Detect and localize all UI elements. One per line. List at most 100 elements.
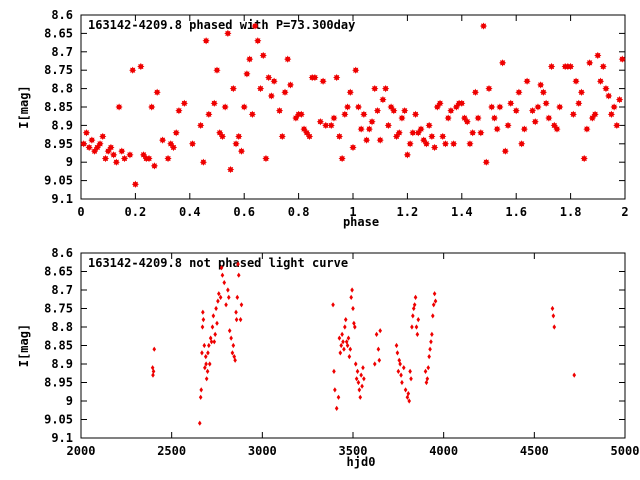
data-point [256, 85, 265, 93]
data-point [394, 342, 399, 349]
x-tick-label: 2000 [67, 444, 96, 458]
data-point [151, 372, 155, 378]
unphased-light-curve-chart: 8.6 8.65 8.7 8.75 8.8 8.85 8.9 8.95 9 9.05 9.12000… [17, 246, 639, 469]
data-point [368, 118, 376, 126]
data-point [523, 77, 531, 85]
data-point [490, 114, 499, 122]
data-point [233, 357, 237, 363]
data-point [447, 107, 455, 115]
data-point [415, 331, 420, 337]
data-point [229, 335, 233, 341]
phased-light-curve-chart: 8.6 8.65 8.7 8.75 8.8 8.85 8.9 8.95 9 9.05 9.1 0 0.2… [17, 8, 629, 229]
data-point [596, 77, 605, 85]
data-point [463, 118, 471, 126]
data-point [426, 365, 431, 371]
data-point [377, 357, 382, 363]
data-point [411, 110, 420, 118]
data-point [499, 59, 507, 67]
data-point [409, 129, 417, 137]
data-point [458, 99, 466, 107]
x-tick-label: 3500 [339, 444, 368, 458]
data-point [575, 99, 583, 107]
data-point [577, 88, 586, 96]
data-point [545, 114, 553, 122]
data-point [118, 147, 126, 155]
data-point [99, 132, 107, 141]
data-point [207, 361, 212, 367]
data-point [198, 394, 203, 400]
data-point [159, 136, 167, 144]
data-point [275, 107, 284, 115]
data-point [439, 132, 447, 141]
data-point [572, 372, 577, 378]
data-point [224, 29, 232, 37]
data-point [222, 280, 227, 286]
data-point [333, 387, 337, 393]
data-point [96, 140, 104, 148]
y-tick-label: 9.1 [51, 431, 73, 445]
x-tick-label: 4500 [520, 444, 549, 458]
data-point [231, 342, 236, 349]
x-tick-label: 1.6 [505, 205, 527, 219]
data-point [305, 132, 314, 141]
data-point [316, 118, 324, 126]
data-point [229, 85, 237, 93]
data-point [411, 313, 415, 319]
data-point [351, 305, 355, 312]
data-point [346, 335, 351, 341]
data-point [371, 85, 379, 93]
data-point [202, 37, 210, 45]
data-point [378, 328, 382, 334]
data-point [218, 132, 227, 141]
data-point [355, 368, 360, 374]
x-axis-label: hjd0 [347, 455, 376, 469]
x-tick-label: 0 [77, 205, 84, 219]
data-point [374, 331, 379, 337]
data-point [410, 324, 414, 330]
data-point [376, 346, 381, 352]
data-point [126, 151, 134, 159]
data-point [199, 387, 204, 393]
data-point [246, 55, 254, 63]
data-point [152, 346, 157, 352]
data-point [361, 365, 365, 371]
data-point [227, 328, 232, 334]
data-point [482, 158, 490, 166]
data-point [216, 298, 220, 304]
data-point [335, 132, 343, 141]
data-point [586, 59, 594, 67]
data-point [327, 121, 335, 129]
data-point [569, 110, 577, 118]
data-point [331, 302, 335, 308]
y-tick-label: 8.6 [51, 8, 73, 22]
data-point [345, 342, 350, 349]
data-point [337, 335, 342, 341]
data-point [520, 125, 528, 133]
y-tick-label: 8.7 [51, 283, 73, 297]
y-tick-label: 8.95 [44, 137, 73, 151]
data-point [352, 66, 360, 74]
data-point [333, 73, 341, 82]
data-point [213, 66, 221, 74]
data-point [115, 103, 123, 111]
data-point [444, 114, 452, 122]
data-point [425, 121, 433, 129]
data-point [107, 143, 115, 152]
y-tick-label: 8.75 [44, 302, 73, 316]
x-tick-label: 4000 [429, 444, 458, 458]
data-point [129, 66, 137, 74]
data-point [485, 85, 493, 93]
data-point [235, 132, 243, 141]
data-point [270, 77, 278, 85]
data-point [153, 88, 161, 96]
data-point [423, 368, 428, 374]
data-point [297, 110, 305, 118]
data-point [85, 143, 93, 152]
data-point [469, 129, 477, 137]
data-point [550, 305, 555, 312]
data-point [243, 70, 251, 78]
data-point [232, 140, 240, 148]
data-point [342, 346, 346, 352]
data-point [396, 368, 401, 374]
y-tick-label: 8.8 [51, 320, 73, 334]
